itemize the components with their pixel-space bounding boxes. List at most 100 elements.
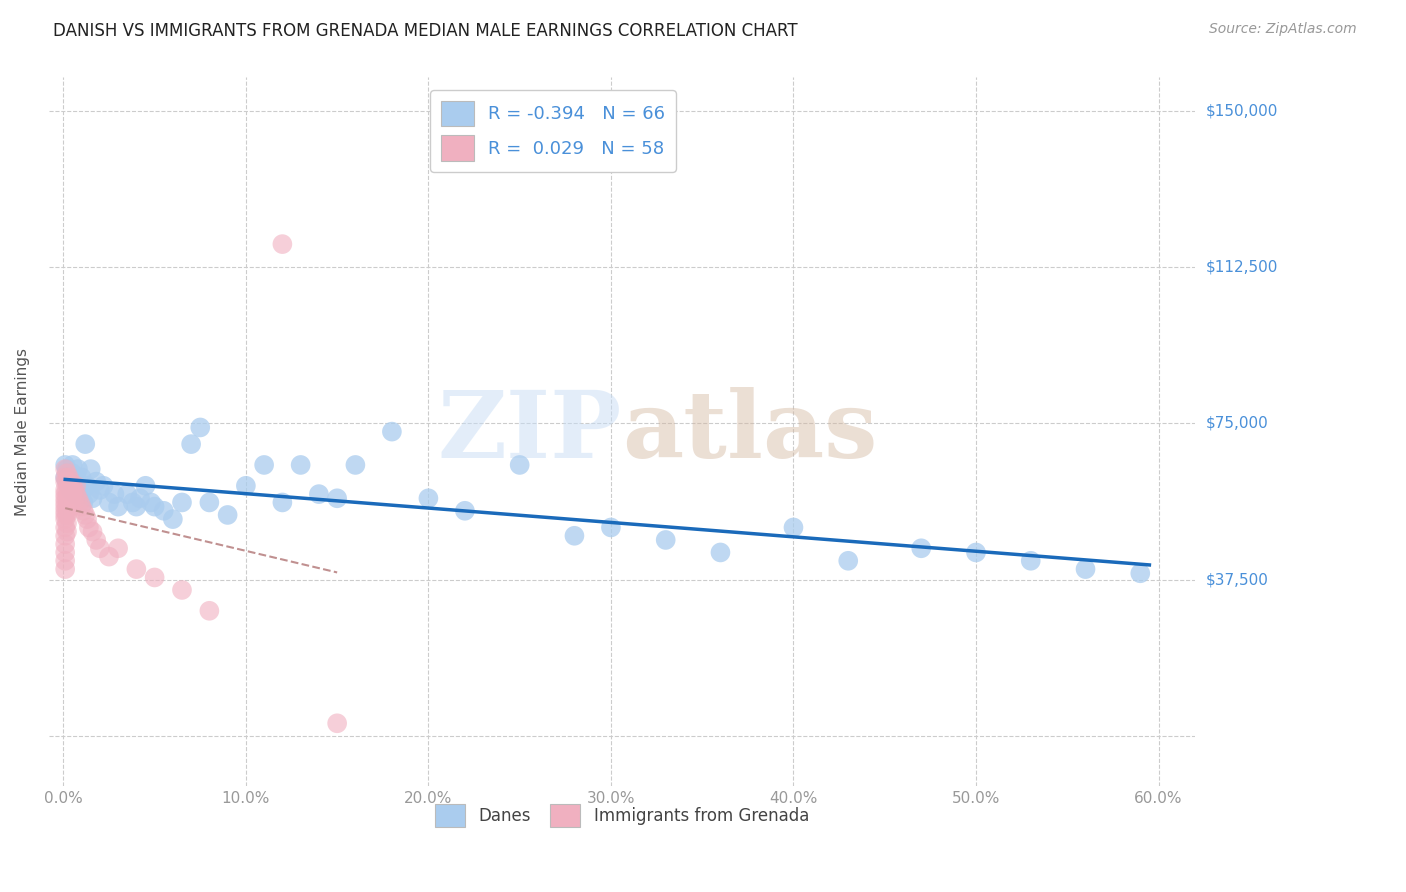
Point — [53, 500, 76, 514]
Point — [381, 425, 404, 439]
Point — [63, 483, 86, 497]
Text: DANISH VS IMMIGRANTS FROM GRENADA MEDIAN MALE EARNINGS CORRELATION CHART: DANISH VS IMMIGRANTS FROM GRENADA MEDIAN… — [53, 22, 799, 40]
Point — [66, 491, 89, 506]
Point — [98, 495, 121, 509]
Point — [198, 495, 221, 509]
Point — [308, 487, 330, 501]
Point — [1074, 562, 1097, 576]
Text: Source: ZipAtlas.com: Source: ZipAtlas.com — [1209, 22, 1357, 37]
Point — [63, 475, 86, 489]
Point — [709, 545, 731, 559]
Point — [180, 437, 202, 451]
Point — [170, 495, 193, 509]
Point — [107, 500, 129, 514]
Point — [53, 537, 76, 551]
Point — [93, 479, 115, 493]
Point — [75, 508, 97, 522]
Point — [77, 487, 100, 501]
Point — [66, 462, 89, 476]
Point — [53, 462, 76, 476]
Point — [62, 479, 84, 493]
Point — [58, 495, 80, 509]
Point — [115, 487, 138, 501]
Point — [1129, 566, 1152, 581]
Legend: Danes, Immigrants from Grenada: Danes, Immigrants from Grenada — [427, 797, 815, 834]
Point — [65, 470, 87, 484]
Point — [80, 462, 103, 476]
Point — [125, 562, 148, 576]
Point — [162, 512, 184, 526]
Point — [89, 541, 111, 556]
Text: $150,000: $150,000 — [1206, 103, 1278, 119]
Point — [139, 495, 162, 509]
Point — [69, 483, 91, 497]
Point — [72, 504, 94, 518]
Point — [344, 458, 367, 472]
Point — [53, 529, 76, 543]
Point — [217, 508, 239, 522]
Point — [63, 491, 86, 506]
Point — [59, 470, 82, 484]
Text: ZIP: ZIP — [437, 386, 621, 476]
Point — [53, 487, 76, 501]
Point — [63, 487, 86, 501]
Point — [56, 491, 79, 506]
Point — [600, 520, 623, 534]
Point — [143, 570, 166, 584]
Point — [965, 545, 987, 559]
Point — [58, 504, 80, 518]
Point — [910, 541, 932, 556]
Point — [72, 495, 94, 509]
Point — [59, 483, 82, 497]
Point — [170, 582, 193, 597]
Point — [56, 475, 79, 489]
Point — [53, 508, 76, 522]
Point — [56, 475, 79, 489]
Text: $37,500: $37,500 — [1206, 572, 1270, 587]
Text: $75,000: $75,000 — [1206, 416, 1268, 431]
Point — [1019, 554, 1042, 568]
Point — [188, 420, 211, 434]
Point — [53, 483, 76, 497]
Point — [53, 491, 76, 506]
Point — [65, 479, 87, 493]
Point — [129, 491, 152, 506]
Point — [84, 533, 107, 547]
Point — [125, 500, 148, 514]
Point — [98, 549, 121, 564]
Point — [82, 524, 104, 539]
Point — [235, 479, 257, 493]
Point — [143, 500, 166, 514]
Point — [53, 562, 76, 576]
Y-axis label: Median Male Earnings: Median Male Earnings — [15, 348, 30, 516]
Point — [103, 487, 125, 501]
Point — [65, 479, 87, 493]
Point — [253, 458, 276, 472]
Point — [75, 437, 97, 451]
Point — [56, 524, 79, 539]
Point — [121, 495, 143, 509]
Point — [82, 491, 104, 506]
Point — [134, 479, 156, 493]
Point — [53, 512, 76, 526]
Text: $112,500: $112,500 — [1206, 260, 1278, 275]
Point — [152, 504, 174, 518]
Point — [509, 458, 531, 472]
Point — [70, 470, 93, 484]
Point — [76, 512, 98, 526]
Point — [837, 554, 859, 568]
Point — [58, 467, 80, 481]
Point — [62, 487, 84, 501]
Point — [53, 504, 76, 518]
Point — [76, 479, 98, 493]
Point — [58, 479, 80, 493]
Point — [65, 487, 87, 501]
Point — [198, 604, 221, 618]
Point — [70, 500, 93, 514]
Point — [84, 475, 107, 489]
Point — [56, 483, 79, 497]
Point — [53, 520, 76, 534]
Point — [56, 467, 79, 481]
Point — [326, 716, 349, 731]
Point — [53, 470, 76, 484]
